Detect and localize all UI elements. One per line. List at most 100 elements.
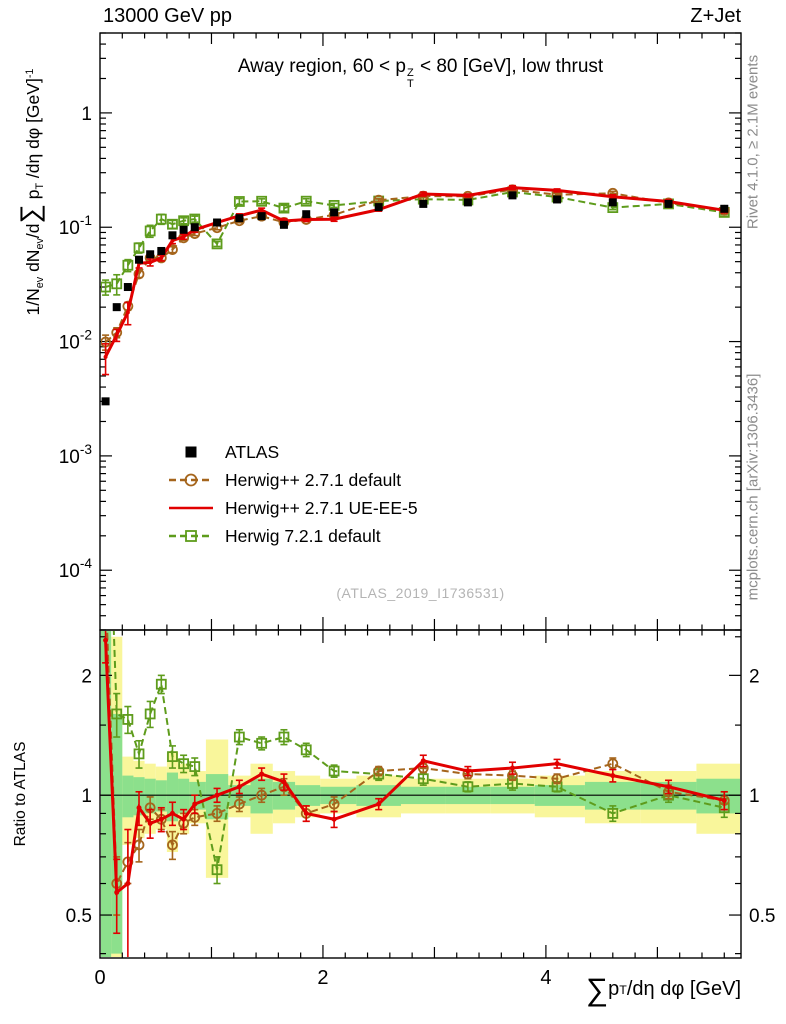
data-point-marker <box>211 808 223 819</box>
data-point-marker <box>158 816 164 822</box>
data-point-marker <box>421 192 426 197</box>
watermark: (ATLAS_2019_I1736531) <box>336 585 505 601</box>
data-point-marker <box>303 810 309 816</box>
data-point-marker <box>555 188 560 193</box>
data-point-marker <box>169 810 175 816</box>
y-axis-label: 1/Nev dNev/d∑ pT /dη dφ [GeV]-1 <box>14 68 46 316</box>
data-point-marker <box>114 889 120 895</box>
data-point-marker <box>192 801 198 807</box>
data-point-marker <box>112 303 121 312</box>
data-point-marker <box>146 250 155 259</box>
legend-label: ATLAS <box>225 441 280 462</box>
green-band-bin <box>144 778 156 814</box>
dashed-line-circle-marker-icon <box>169 473 213 487</box>
green-band-bin <box>155 780 167 812</box>
data-point-marker <box>233 798 245 810</box>
data-point-marker <box>278 202 290 214</box>
data-point-marker <box>300 195 312 207</box>
mcplots-note: mcplots.cern.ch [arXiv:1306.3436] <box>744 373 762 601</box>
data-point-marker <box>509 765 515 771</box>
data-point-marker <box>610 773 616 779</box>
data-point-marker <box>144 708 156 720</box>
header-process: Z+Jet <box>690 5 741 27</box>
data-point-marker <box>510 185 515 190</box>
data-point-marker <box>554 761 560 767</box>
data-point-marker <box>103 354 108 359</box>
green-band-bin <box>178 778 190 814</box>
data-point-marker <box>235 214 244 223</box>
data-point-marker <box>257 212 266 221</box>
ratio-uncertainty-bands <box>101 631 740 957</box>
data-point-marker <box>256 195 268 207</box>
data-point-marker <box>508 191 517 200</box>
data-point-marker <box>666 784 672 790</box>
green-band-bin <box>111 713 123 954</box>
data-point-marker <box>168 231 177 240</box>
tick-label: 10-3 <box>59 442 92 468</box>
legend-item-herwig-2-7-1-default: Herwig++ 2.7.1 default <box>167 466 418 494</box>
data-point-marker <box>133 242 145 254</box>
data-point-marker <box>330 208 339 217</box>
data-point-marker <box>610 194 615 199</box>
data-point-marker <box>465 768 471 774</box>
data-point-marker <box>420 758 426 764</box>
data-point-marker <box>181 234 186 239</box>
legend-item-atlas: ATLAS <box>167 438 418 466</box>
tick-label: 2 <box>749 666 760 687</box>
filled-square-marker-icon <box>185 446 197 458</box>
data-point-marker <box>419 199 428 208</box>
data-point-marker <box>233 196 245 207</box>
tick-label: 2 <box>317 967 328 989</box>
tick-label: 0.5 <box>66 906 92 927</box>
data-point-marker <box>664 199 673 208</box>
rivet-version-note: Rivet 4.1.0, ≥ 2.1M events <box>744 54 762 230</box>
data-point-marker <box>148 260 153 265</box>
ratio-y-axis-label: Ratio to ATLAS <box>12 741 29 847</box>
data-point-marker <box>123 283 132 292</box>
data-point-marker <box>157 246 166 255</box>
data-point-marker <box>300 744 312 756</box>
data-point-marker <box>136 805 142 811</box>
solid-line-marker-icon <box>169 506 213 510</box>
data-point-marker <box>328 798 340 810</box>
data-point-marker <box>302 210 311 219</box>
data-point-marker <box>259 771 265 777</box>
data-point-marker <box>278 731 290 743</box>
legend-item-herwig-7-2-1-default: Herwig 7.2.1 default <box>167 522 418 550</box>
data-point-marker <box>256 737 268 749</box>
data-point-marker <box>214 792 220 798</box>
data-point-marker <box>122 714 134 725</box>
data-point-marker <box>279 220 288 229</box>
data-point-marker <box>133 748 145 760</box>
data-point-marker <box>103 637 109 643</box>
data-point-marker <box>147 820 153 826</box>
green-band-bin <box>166 772 179 822</box>
data-point-marker <box>101 281 111 293</box>
data-point-marker <box>608 198 617 207</box>
legend-label: Herwig++ 2.7.1 default <box>225 469 402 490</box>
data-point-marker <box>551 773 563 785</box>
legend-label: Herwig++ 2.7.1 UE-EE-5 <box>225 497 418 518</box>
data-point-marker <box>111 278 123 290</box>
data-point-marker <box>720 204 729 213</box>
data-point-marker <box>178 758 190 770</box>
data-point-marker <box>189 761 201 772</box>
data-point-marker <box>114 333 119 338</box>
data-point-marker <box>465 193 470 198</box>
data-point-marker <box>376 801 382 807</box>
data-point-marker <box>159 255 164 260</box>
dashed-line-square-marker-icon <box>169 530 213 542</box>
data-point-marker <box>178 215 190 227</box>
series-line <box>104 186 725 358</box>
plot-frames <box>99 32 742 959</box>
data-point-marker <box>463 198 472 207</box>
data-point-marker <box>281 779 287 785</box>
data-point-marker <box>417 773 429 785</box>
data-point-marker <box>373 765 385 777</box>
series-line <box>106 631 725 888</box>
tick-label: 1 <box>81 104 92 125</box>
data-point-marker <box>125 310 130 315</box>
data-point-marker <box>259 208 264 213</box>
